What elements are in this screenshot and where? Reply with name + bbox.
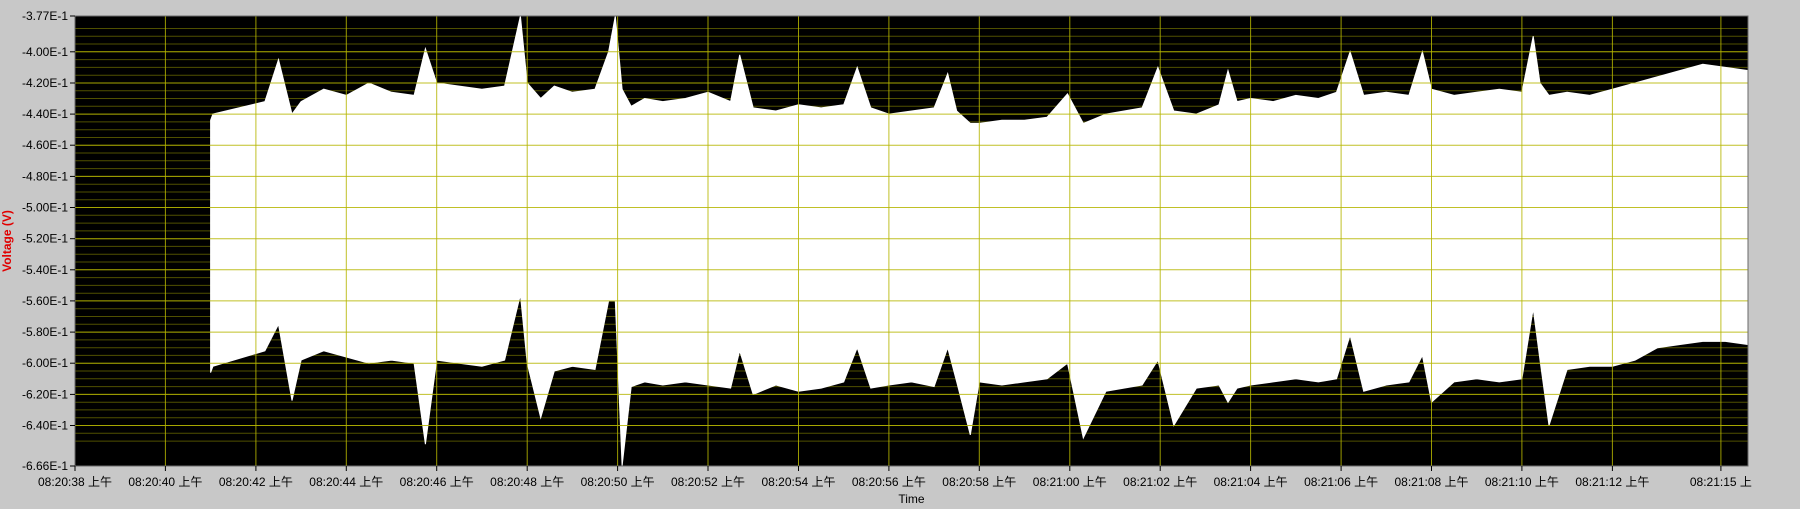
x-tick-label: 08:20:40 上午	[128, 475, 202, 489]
x-tick-label: 08:21:02 上午	[1123, 475, 1197, 489]
major-grid	[74, 15, 1749, 467]
x-tick-label: 08:21:10 上午	[1485, 475, 1559, 489]
x-axis-label: Time	[898, 492, 925, 504]
x-tick-label: 08:21:06 上午	[1304, 475, 1378, 489]
plot-frame	[74, 15, 1749, 467]
x-tick-label: 08:21:15 上	[1690, 475, 1752, 489]
y-tick-label: -3.77E-1	[22, 9, 68, 23]
x-axis: 08:20:38 上午 08:20:40 上午 08:20:42 上午 08:20:4…	[38, 466, 1752, 489]
y-axis: -3.77E-1 -4.00E-1 -4.20E-1 -4.40E-1 -4.60E-1…	[22, 9, 75, 473]
x-tick-label: 08:20:54 上午	[761, 475, 835, 489]
x-tick-label: 08:20:38 上午	[38, 475, 112, 489]
y-tick-label: -6.66E-1	[22, 459, 68, 473]
y-tick-label: -4.60E-1	[22, 138, 68, 152]
y-tick-label: -4.00E-1	[22, 45, 68, 59]
y-tick-label: -5.40E-1	[22, 263, 68, 277]
y-tick-label: -5.00E-1	[22, 201, 68, 215]
y-axis-label: Voltage (V)	[0, 210, 14, 272]
x-tick-label: 08:20:56 上午	[852, 475, 926, 489]
x-tick-label: 08:20:46 上午	[400, 475, 474, 489]
y-tick-label: -6.40E-1	[22, 419, 68, 433]
y-tick-label: -5.20E-1	[22, 232, 68, 246]
x-tick-label: 08:20:48 上午	[490, 475, 564, 489]
y-tick-label: -6.20E-1	[22, 387, 68, 401]
y-tick-label: -4.20E-1	[22, 76, 68, 90]
y-tick-label: -5.80E-1	[22, 325, 68, 339]
x-tick-label: 08:20:58 上午	[942, 475, 1016, 489]
y-tick-label: -4.40E-1	[22, 107, 68, 121]
x-tick-label: 08:21:00 上午	[1033, 475, 1107, 489]
y-tick-label: -5.60E-1	[22, 294, 68, 308]
x-tick-label: 08:21:12 上午	[1575, 475, 1649, 489]
y-tick-label: -4.80E-1	[22, 169, 68, 183]
y-tick-label: -6.00E-1	[22, 356, 68, 370]
x-tick-label: 08:21:04 上午	[1214, 475, 1288, 489]
x-tick-label: 08:20:52 上午	[671, 475, 745, 489]
x-tick-label: 08:20:50 上午	[581, 475, 655, 489]
x-tick-label: 08:21:08 上午	[1394, 475, 1468, 489]
x-tick-label: 08:20:42 上午	[219, 475, 293, 489]
x-tick-label: 08:20:44 上午	[309, 475, 383, 489]
